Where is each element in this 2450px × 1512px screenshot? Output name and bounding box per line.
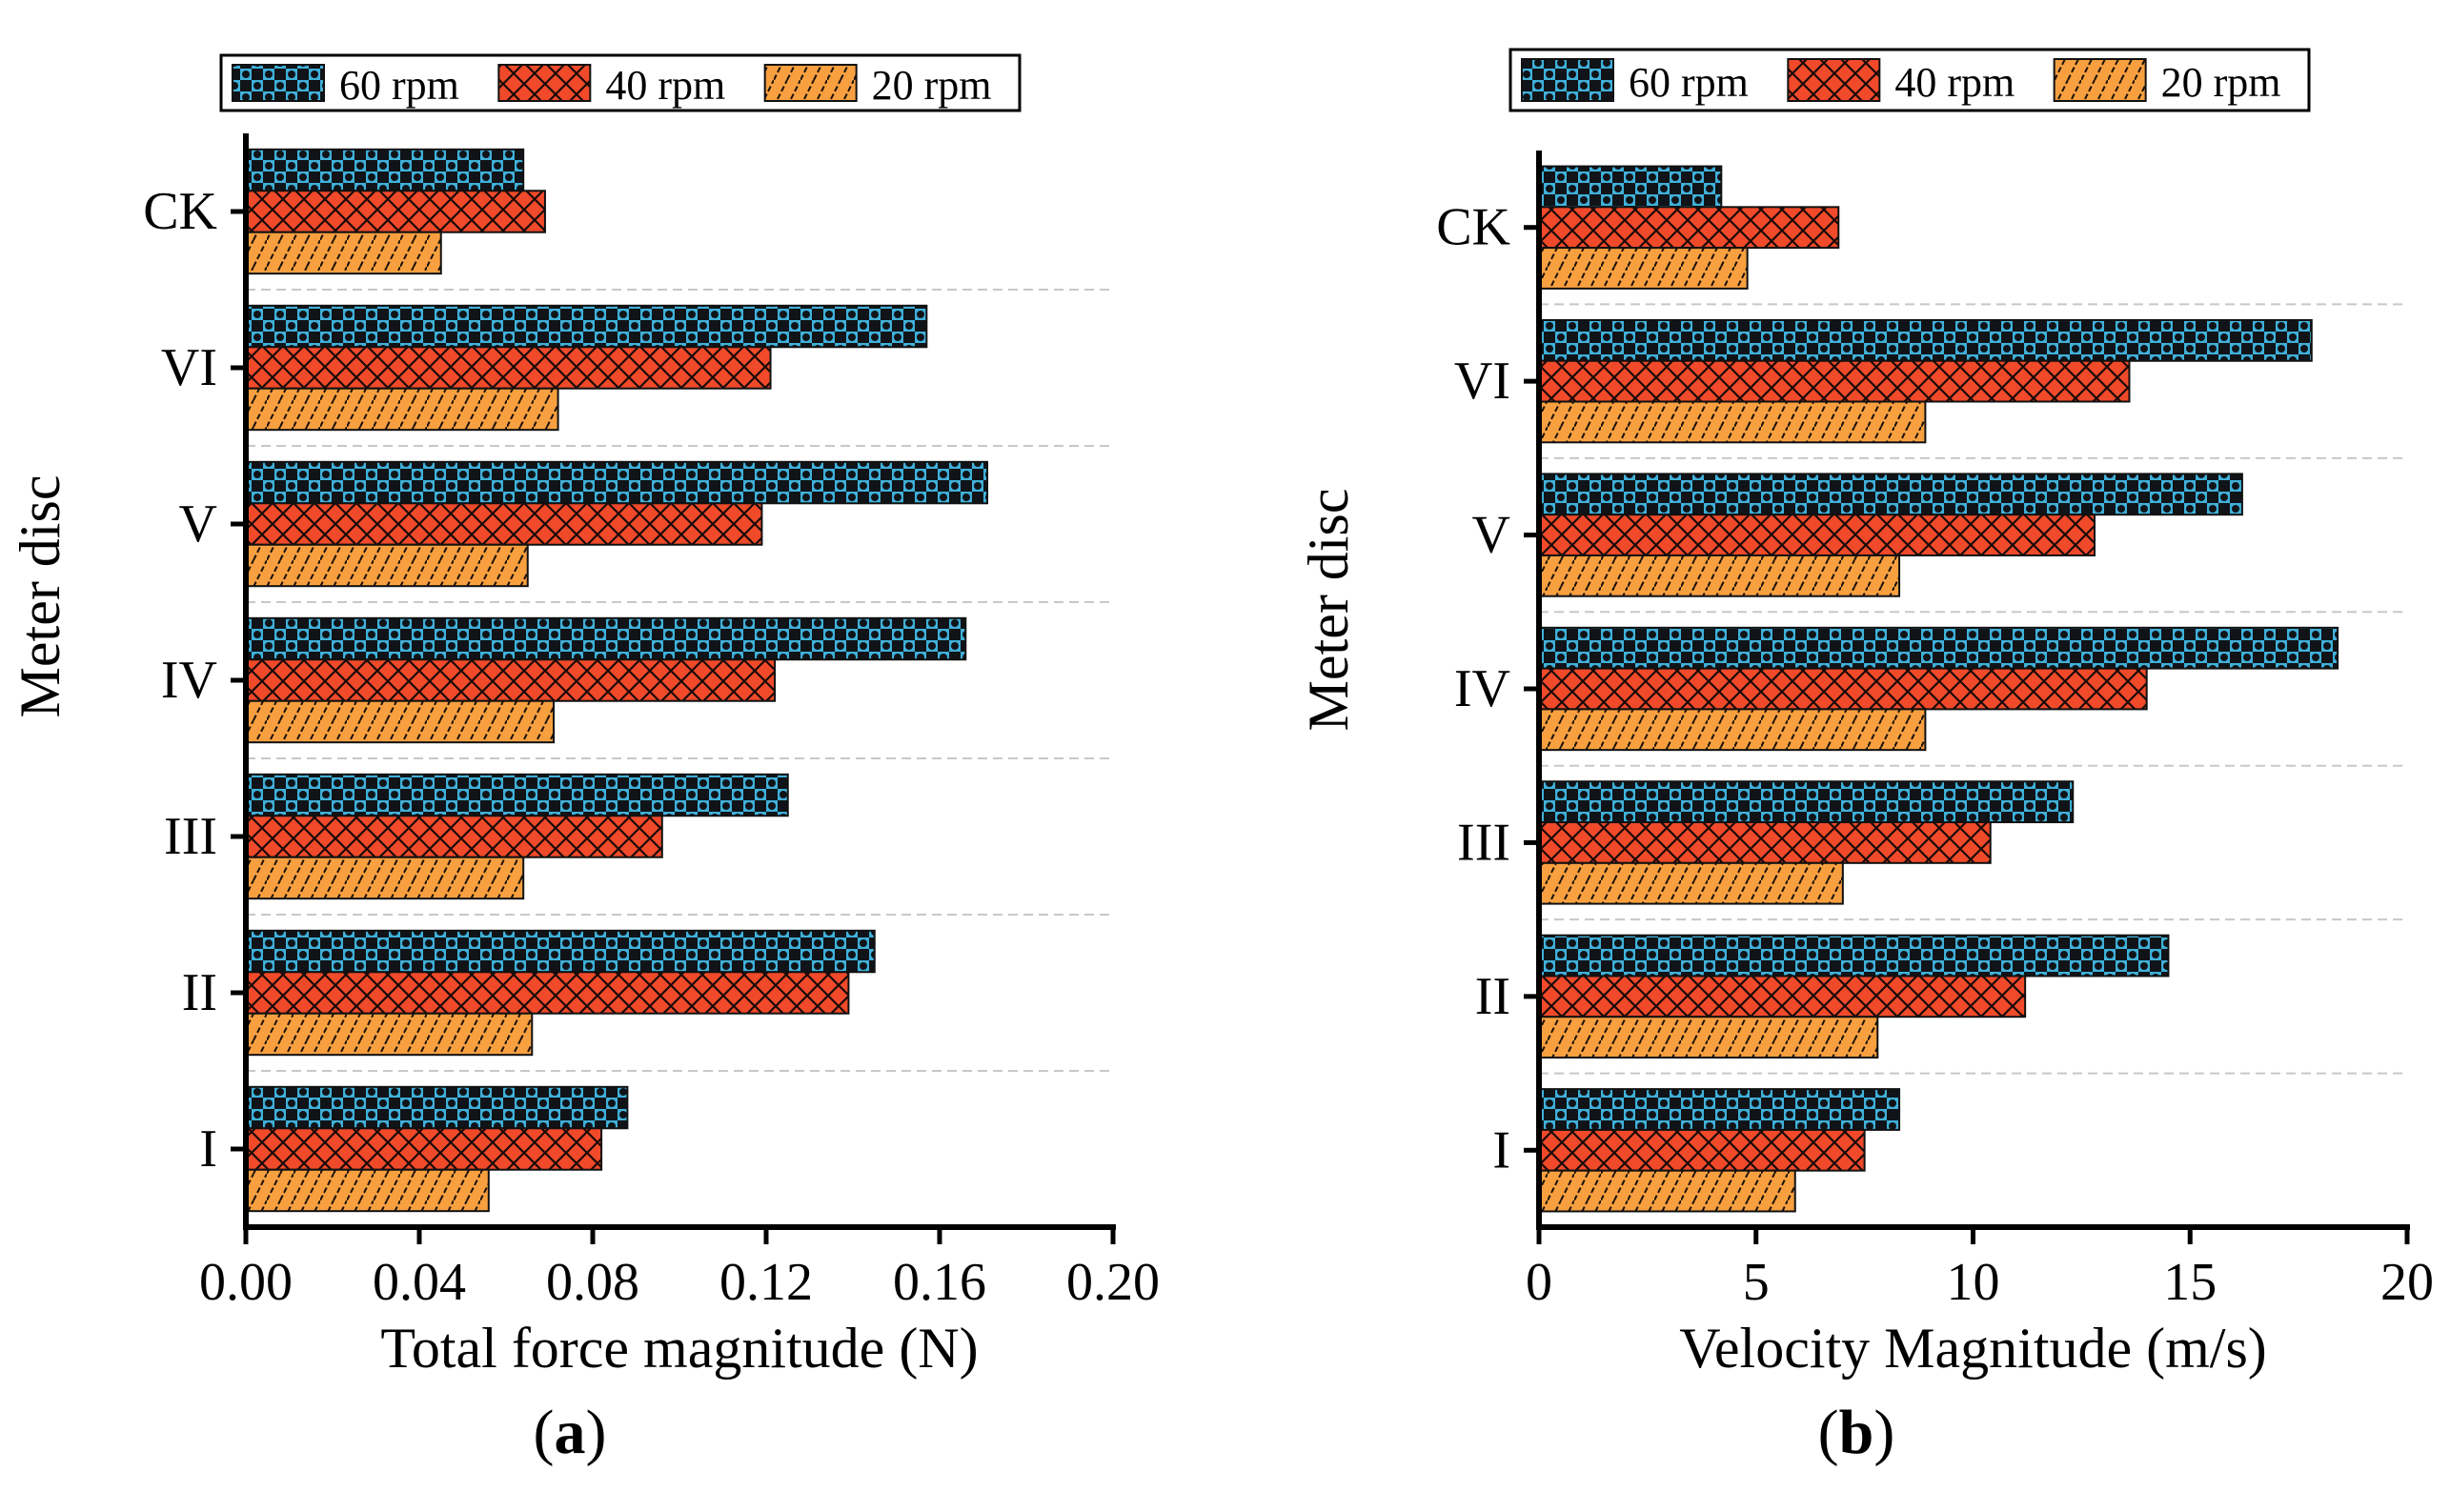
bar-40rpm-VI [245,346,772,390]
legend-label: 60 rpm [1629,59,1749,106]
legend-label: 60 rpm [339,62,459,109]
legend-label: 40 rpm [605,62,725,109]
legend-swatch-60rpm [1521,58,1614,102]
y-tick-label: I [1492,1120,1510,1179]
x-tick-label: 0.04 [373,1253,466,1312]
bar-60rpm-V [245,460,989,505]
bar-20rpm-CK [1538,247,1749,290]
panel-label: (a) [534,1398,607,1467]
bar-40rpm-I [1538,1128,1866,1172]
bar-20rpm-I [245,1168,490,1213]
bar-40rpm-IV [245,658,777,702]
bar-20rpm-VI [1538,400,1927,444]
x-tick-label: 15 [2163,1253,2217,1312]
y-tick-label: CK [1436,198,1510,257]
panel-label: (b) [1818,1398,1895,1467]
bar-40rpm-CK [1538,206,1840,250]
legend-swatch-40rpm [1787,58,1881,102]
y-tick-label: IV [1454,659,1510,718]
y-tick-label: CK [143,182,217,241]
bar-60rpm-VI [245,304,928,349]
y-tick-label: V [179,494,217,554]
legend-swatch-40rpm [497,64,592,102]
x-axis-label: Total force magnitude (N) [380,1317,978,1380]
y-tick-label: I [199,1119,217,1179]
bar-20rpm-IV [1538,708,1927,752]
x-tick-label: 0.08 [546,1253,639,1312]
bar-60rpm-I [1538,1088,1901,1131]
y-tick-label: III [1457,813,1510,872]
bar-40rpm-V [1538,514,2096,556]
x-axis-label: Velocity Magnitude (m/s) [1679,1317,2267,1380]
bar-20rpm-IV [245,699,556,744]
bar-40rpm-CK [245,190,546,233]
y-tick-label: III [164,807,217,866]
bar-20rpm-III [1538,861,1844,905]
bar-40rpm-V [245,502,763,546]
y-tick-label: IV [161,651,217,710]
x-tick-label: 0.12 [719,1253,813,1312]
bar-40rpm-II [1538,975,2027,1018]
x-tick-label: 5 [1743,1253,1770,1312]
bar-60rpm-I [245,1085,629,1130]
y-tick-label: II [182,963,217,1022]
bar-20rpm-CK [245,231,442,275]
legend-box [1508,48,2311,112]
x-tick-label: 10 [1947,1253,2000,1312]
bar-20rpm-I [1538,1169,1796,1213]
bar-20rpm-II [1538,1016,1879,1059]
legend: 60 rpm 40 rpm 20 rpm [219,53,1022,112]
bar-20rpm-II [245,1012,534,1057]
legend-label: 20 rpm [2161,59,2281,106]
y-axis-label: Meter disc [1297,489,1360,732]
y-tick-label: II [1475,967,1510,1026]
bar-20rpm-VI [245,387,559,432]
x-tick-label: 0 [1526,1253,1552,1312]
bar-40rpm-II [245,971,850,1015]
x-tick-label: 0.20 [1066,1253,1160,1312]
bar-40rpm-VI [1538,359,2131,403]
x-tick-label: 0.00 [199,1253,293,1312]
y-tick-label: VI [161,338,217,397]
bar-60rpm-VI [1538,318,2313,362]
panel-letter: b [1839,1398,1874,1467]
bar-40rpm-IV [1538,667,2148,711]
bar-20rpm-V [1538,554,1901,597]
bar-60rpm-III [1538,780,2075,824]
y-axis-label: Meter disc [9,475,71,718]
bar-60rpm-III [245,773,789,817]
bar-60rpm-CK [1538,165,1723,209]
bar-60rpm-V [1538,473,2243,516]
bar-60rpm-II [245,929,876,974]
legend-box [219,53,1022,112]
bar-40rpm-III [1538,821,1992,864]
panel-letter: a [555,1398,586,1467]
legend-swatch-20rpm [763,64,858,102]
legend-label: 20 rpm [872,62,992,109]
x-tick-label: 0.16 [893,1253,986,1312]
bar-60rpm-CK [245,148,525,192]
legend-swatch-60rpm [232,64,325,102]
bar-20rpm-V [245,543,529,588]
legend: 60 rpm 40 rpm 20 rpm [1508,48,2311,112]
bar-40rpm-I [245,1127,603,1171]
y-tick-label: V [1472,506,1510,565]
y-tick-label: VI [1454,352,1510,411]
legend-label: 40 rpm [1894,59,2015,106]
bar-40rpm-III [245,815,663,858]
x-tick-label: 20 [2380,1253,2434,1312]
bar-20rpm-III [245,856,525,900]
bar-60rpm-II [1538,934,2170,978]
bar-60rpm-IV [1538,626,2339,670]
legend-swatch-20rpm [2053,58,2147,102]
bar-60rpm-IV [245,616,967,661]
